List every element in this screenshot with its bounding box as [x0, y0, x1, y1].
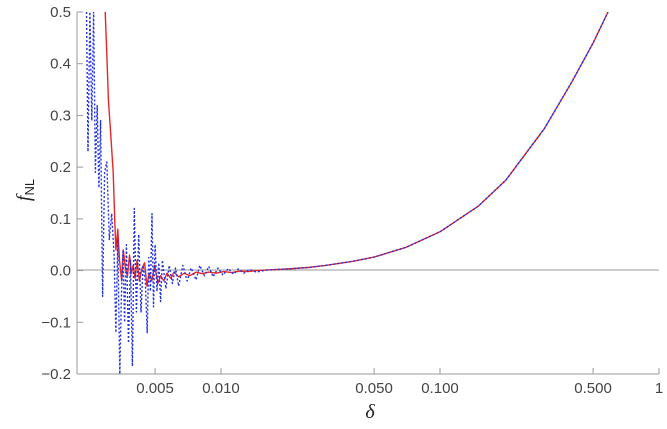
y-tick-label: 0.4 [50, 56, 71, 73]
y-tick-label: 0.1 [50, 211, 71, 228]
y-tick-label: 0.5 [50, 4, 71, 21]
series-line-2 [85, 12, 609, 374]
y-tick-label: 0.2 [50, 159, 71, 176]
y-tick-label: −0.1 [41, 314, 71, 331]
x-tick-label: 0.050 [355, 380, 393, 397]
y-axis-title: fNL [13, 179, 37, 201]
x-tick-label: 0.005 [136, 380, 174, 397]
y-tick-label: 0.0 [50, 263, 71, 280]
x-tick-label: 0.100 [421, 380, 459, 397]
x-tick-label: 1 [655, 380, 663, 397]
y-tick-label: 0.3 [50, 107, 71, 124]
y-tick-label: −0.2 [41, 366, 71, 383]
x-tick-label: 0.010 [202, 380, 240, 397]
x-axis-title: δ [365, 401, 375, 423]
ticks-layer: 0.005 0.010 0.050 0.100 0.500 1 −0.2 −0.1 0.0 0.1… [41, 4, 663, 397]
x-tick-label: 0.500 [574, 380, 612, 397]
series-line-1 [104, 12, 609, 287]
series-layer [85, 12, 609, 374]
y-axis-title-main: f [13, 193, 35, 201]
y-axis-title-sub: NL [22, 179, 37, 196]
